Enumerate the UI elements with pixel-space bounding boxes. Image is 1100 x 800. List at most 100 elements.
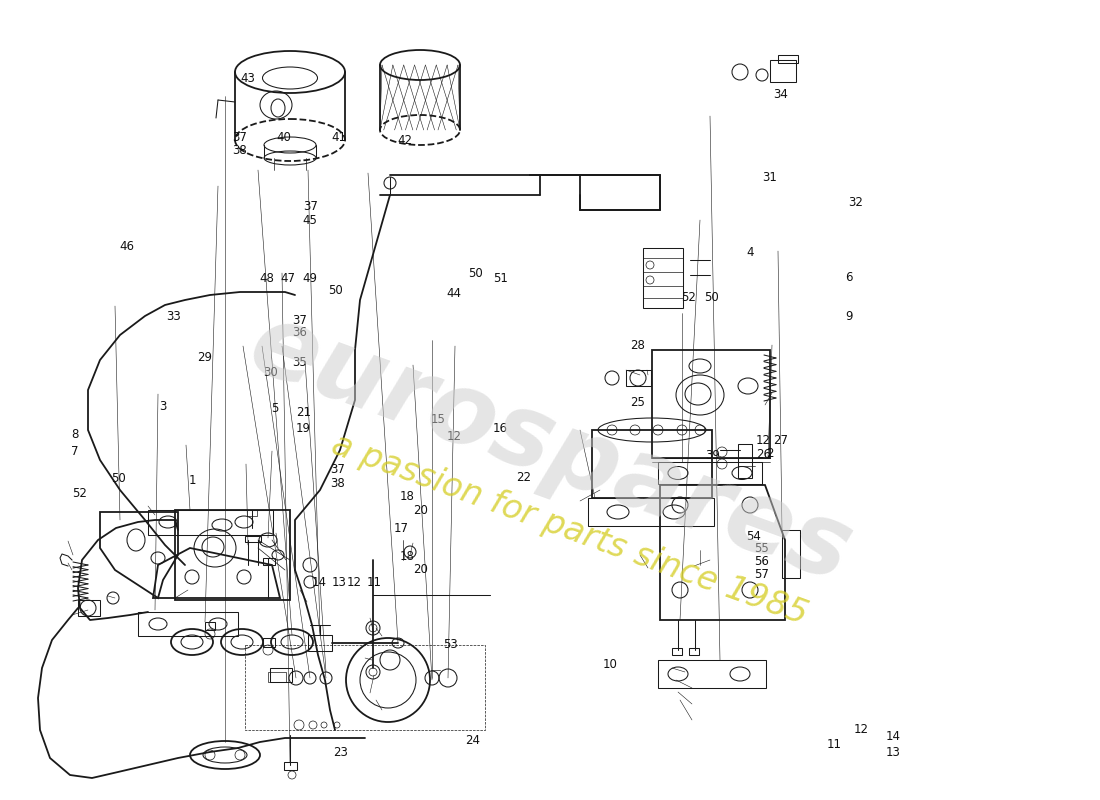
Bar — [658, 660, 766, 688]
Text: 21: 21 — [296, 406, 311, 418]
Text: 49: 49 — [302, 272, 318, 285]
Text: 51: 51 — [493, 272, 508, 285]
Text: 16: 16 — [493, 422, 508, 434]
Bar — [689, 648, 698, 655]
Text: 12: 12 — [447, 430, 462, 442]
Text: 22: 22 — [516, 471, 531, 484]
Text: 37: 37 — [232, 131, 248, 144]
Text: 18: 18 — [399, 550, 415, 562]
Text: 9: 9 — [846, 310, 852, 322]
Text: 14: 14 — [311, 576, 327, 589]
Text: 18: 18 — [399, 490, 415, 502]
Text: 50: 50 — [704, 291, 719, 304]
Bar — [658, 462, 762, 484]
Text: 38: 38 — [330, 477, 345, 490]
Bar — [778, 55, 798, 63]
Bar — [138, 612, 238, 636]
Text: 37: 37 — [330, 463, 345, 476]
Bar — [263, 558, 275, 565]
Text: 11: 11 — [826, 738, 842, 750]
Text: 37: 37 — [292, 314, 307, 326]
Text: 15: 15 — [430, 413, 446, 426]
Text: 37: 37 — [302, 200, 318, 213]
Text: 46: 46 — [119, 240, 134, 253]
Text: 33: 33 — [166, 310, 182, 323]
Bar — [652, 350, 770, 458]
Text: 34: 34 — [773, 88, 789, 101]
Text: 57: 57 — [754, 568, 769, 581]
Text: 53: 53 — [443, 638, 459, 650]
Text: 4: 4 — [747, 246, 754, 258]
Bar — [284, 762, 297, 770]
Text: 12: 12 — [854, 723, 869, 736]
Text: 45: 45 — [302, 214, 318, 226]
Text: 7: 7 — [72, 446, 78, 458]
Text: 17: 17 — [394, 522, 409, 534]
Text: 39: 39 — [705, 450, 720, 462]
Text: eurospares: eurospares — [236, 296, 864, 604]
Bar — [270, 668, 292, 682]
Text: 52: 52 — [681, 291, 696, 304]
Text: 55: 55 — [754, 542, 769, 555]
Bar — [738, 444, 752, 478]
Text: 20: 20 — [412, 504, 428, 517]
Text: 8: 8 — [72, 428, 78, 441]
Text: 48: 48 — [260, 272, 275, 285]
Bar — [268, 672, 286, 682]
Text: 23: 23 — [333, 746, 349, 758]
Text: 36: 36 — [292, 326, 307, 338]
Text: 28: 28 — [630, 339, 646, 352]
Bar — [770, 60, 796, 82]
Text: 52: 52 — [72, 487, 87, 500]
Bar — [205, 622, 214, 630]
Bar — [782, 530, 800, 578]
Text: 20: 20 — [412, 563, 428, 576]
Text: 5: 5 — [272, 402, 278, 414]
Bar — [245, 645, 485, 730]
Text: 24: 24 — [465, 734, 481, 746]
Text: a passion for parts since 1985: a passion for parts since 1985 — [328, 428, 813, 632]
Text: 14: 14 — [886, 730, 901, 742]
Bar — [263, 638, 275, 647]
Text: 35: 35 — [292, 356, 307, 369]
Text: 2: 2 — [767, 447, 773, 460]
Text: 42: 42 — [397, 134, 412, 146]
Text: 38: 38 — [232, 144, 248, 157]
Text: 50: 50 — [468, 267, 483, 280]
Bar — [245, 536, 261, 542]
Text: 29: 29 — [197, 351, 212, 364]
Bar — [148, 510, 273, 535]
Bar — [672, 648, 682, 655]
Text: 25: 25 — [630, 396, 646, 409]
Bar — [248, 510, 257, 516]
Text: 1: 1 — [189, 474, 196, 486]
Text: 56: 56 — [754, 555, 769, 568]
Text: 43: 43 — [240, 72, 255, 85]
Bar — [588, 498, 714, 526]
Text: 26: 26 — [756, 448, 771, 461]
Text: 12: 12 — [756, 434, 771, 446]
Text: 47: 47 — [280, 272, 296, 285]
Text: 44: 44 — [447, 287, 462, 300]
Bar — [308, 635, 332, 651]
Text: 10: 10 — [603, 658, 618, 670]
Text: 54: 54 — [746, 530, 761, 542]
Text: 6: 6 — [846, 271, 852, 284]
Text: 30: 30 — [263, 366, 278, 379]
Bar — [592, 430, 712, 498]
Bar — [644, 248, 683, 308]
Text: 50: 50 — [111, 472, 126, 485]
Text: 40: 40 — [276, 131, 292, 144]
Bar — [626, 370, 651, 386]
Text: 41: 41 — [331, 131, 346, 144]
Text: 3: 3 — [160, 400, 166, 413]
Text: 19: 19 — [296, 422, 311, 434]
Text: 13: 13 — [331, 576, 346, 589]
Text: 13: 13 — [886, 746, 901, 758]
Text: 50: 50 — [328, 284, 343, 297]
Text: 31: 31 — [762, 171, 778, 184]
Bar — [175, 510, 290, 600]
Text: 27: 27 — [773, 434, 789, 446]
Text: 11: 11 — [366, 576, 382, 589]
Bar — [78, 600, 100, 616]
